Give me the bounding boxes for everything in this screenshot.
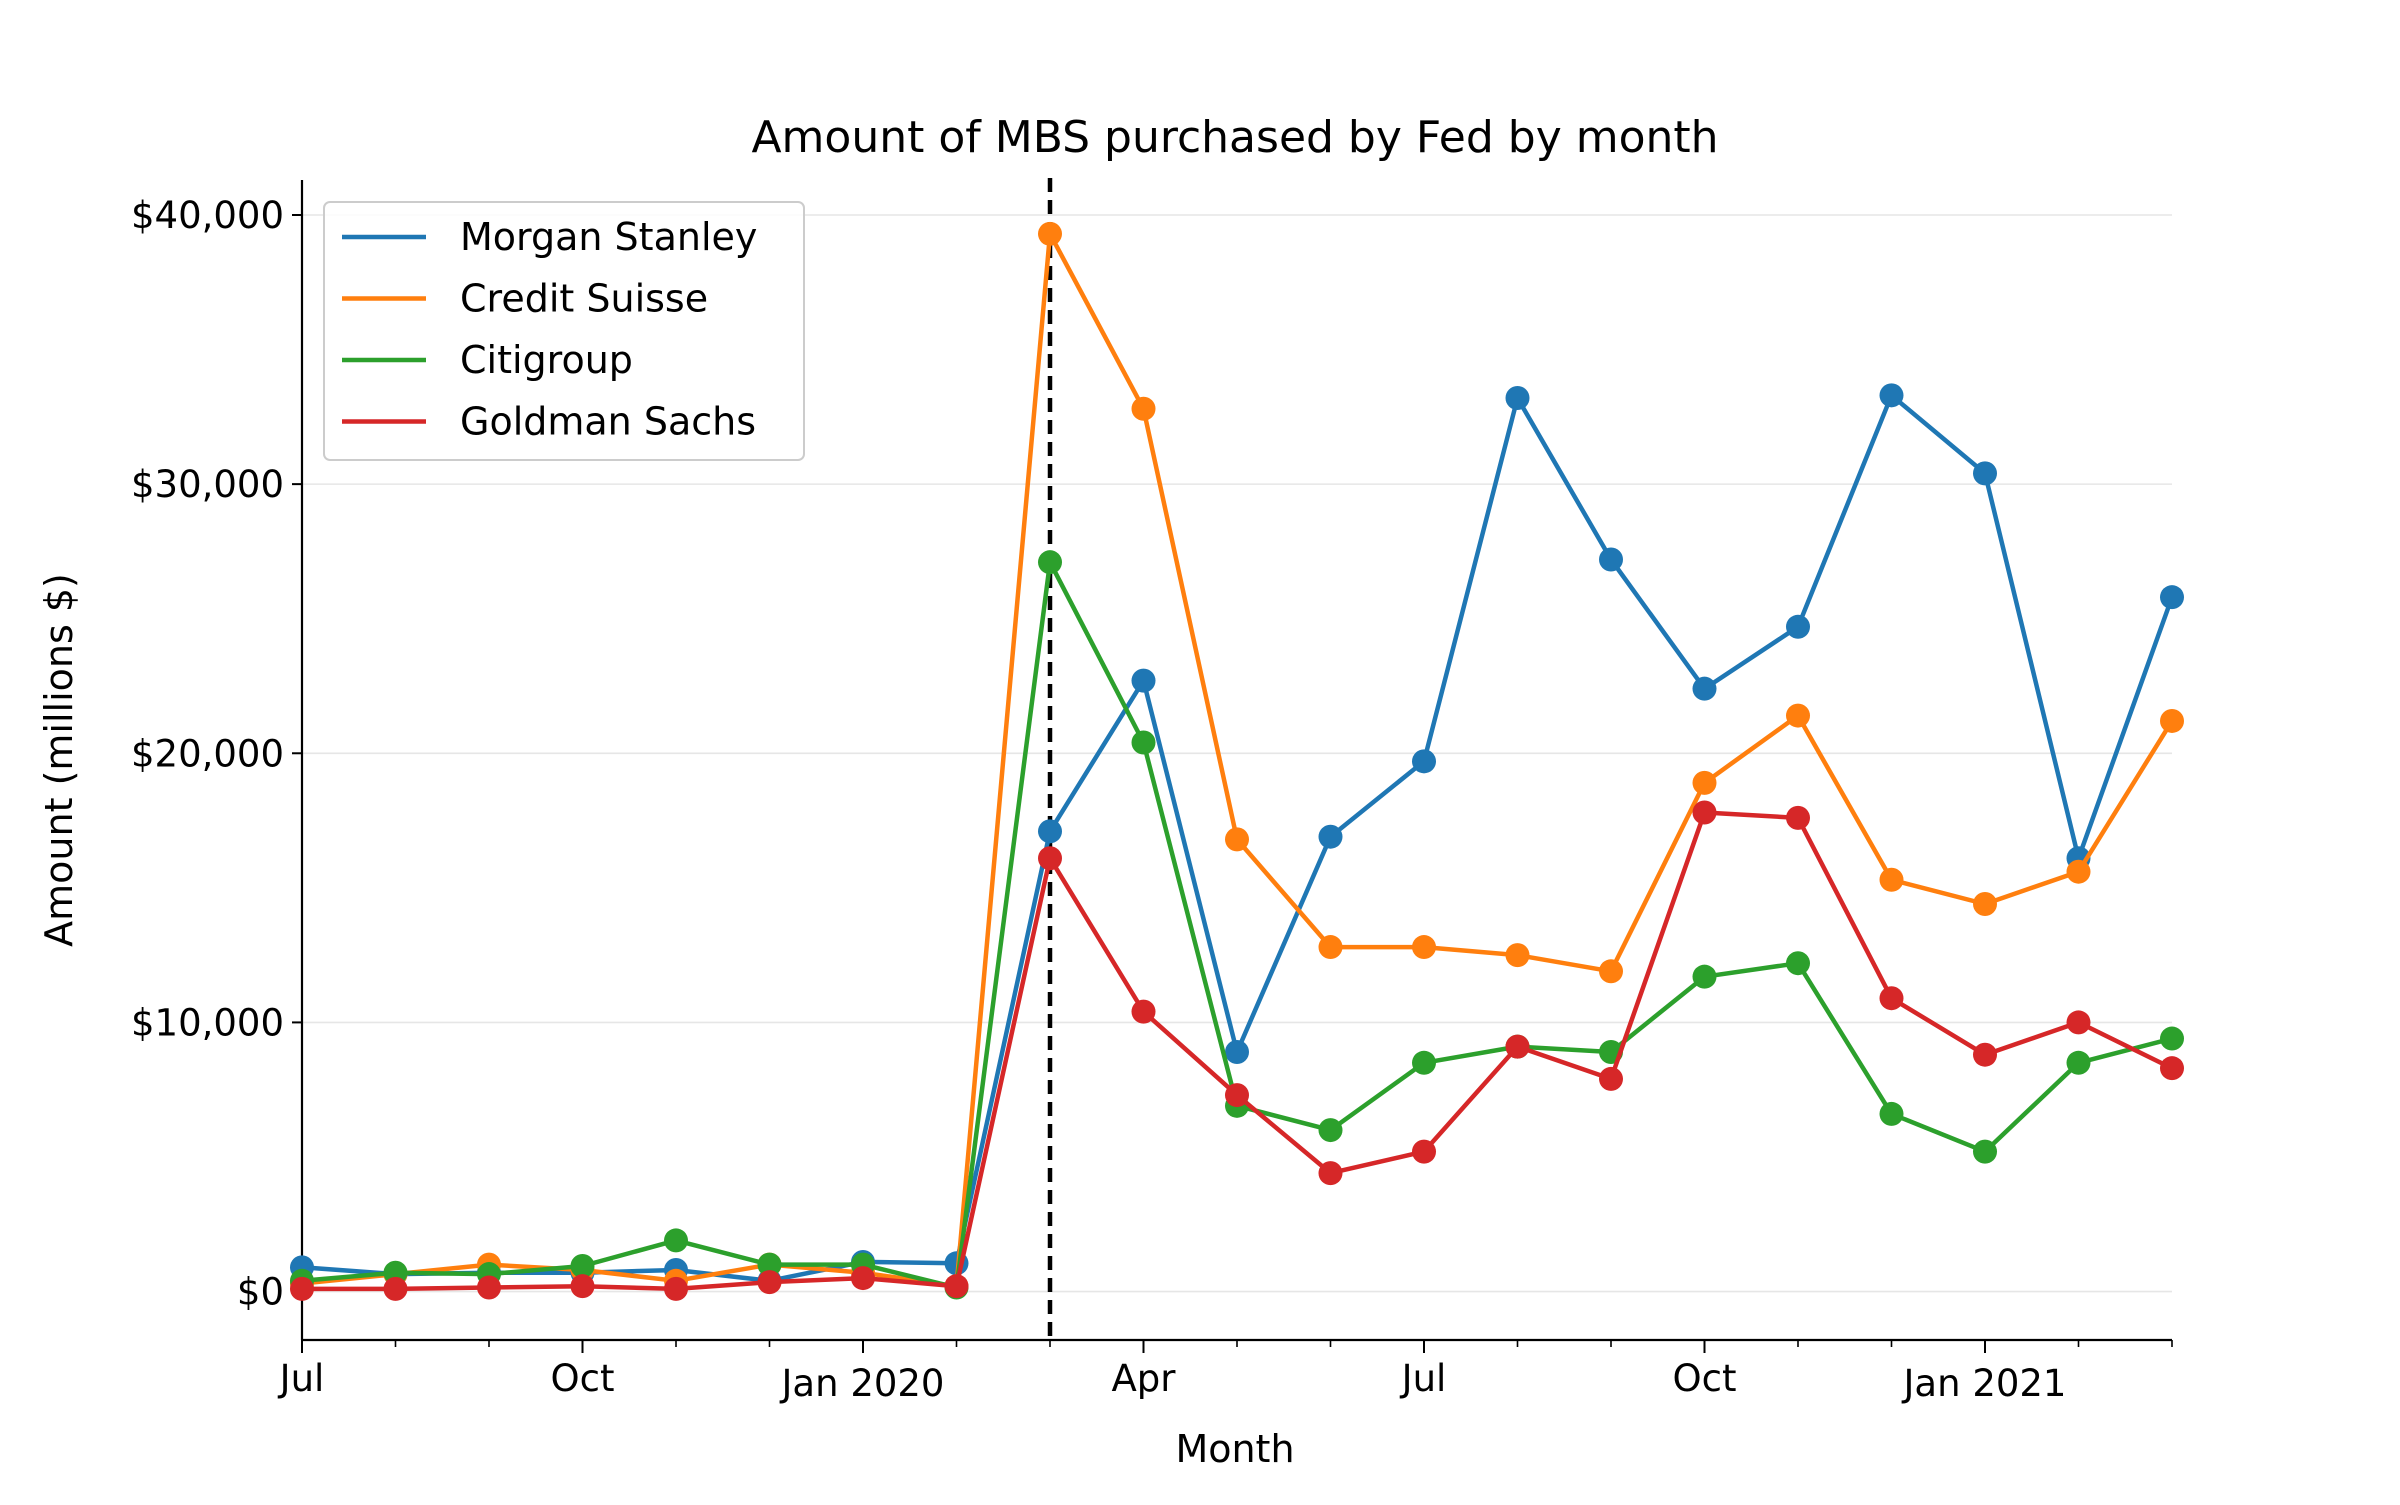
x-tick-label-0: Jul <box>278 1357 325 1400</box>
data-point-goldman-sachs <box>664 1276 688 1301</box>
data-point-credit-suisse <box>1412 935 1436 960</box>
data-point-credit-suisse <box>1786 703 1810 728</box>
data-point-citigroup <box>2066 1050 2091 1075</box>
y-tick-label-3: $30,000 <box>131 463 284 506</box>
data-point-citigroup <box>1879 1101 1904 1126</box>
legend-label-0: Morgan Stanley <box>460 215 757 259</box>
data-point-goldman-sachs <box>1131 999 1156 1024</box>
data-point-citigroup <box>1412 1050 1436 1075</box>
y-tick-label-2: $20,000 <box>131 732 284 775</box>
series-line-citigroup <box>299 559 2175 1290</box>
data-point-goldman-sachs <box>1786 805 1810 830</box>
data-point-citigroup <box>2160 1026 2184 1051</box>
data-point-goldman-sachs <box>2160 1056 2184 1081</box>
data-point-goldman-sachs <box>1879 986 1904 1011</box>
data-point-goldman-sachs <box>1038 846 1062 871</box>
x-tick-label-5: Oct <box>1673 1357 1737 1400</box>
data-point-morgan-stanley <box>1692 676 1717 701</box>
data-point-citigroup <box>1786 951 1810 976</box>
data-point-citigroup <box>1692 964 1717 989</box>
y-axis-label: Amount (millions $) <box>37 573 81 947</box>
x-tick-label-3: Apr <box>1111 1357 1176 1400</box>
data-point-morgan-stanley <box>1412 749 1436 774</box>
data-point-morgan-stanley <box>1038 819 1062 844</box>
data-point-goldman-sachs <box>757 1270 782 1295</box>
data-point-credit-suisse <box>1692 770 1717 795</box>
legend: Morgan Stanley Credit Suisse Citigroup Gold… <box>323 201 805 461</box>
data-point-goldman-sachs <box>851 1266 875 1291</box>
data-point-goldman-sachs <box>1225 1083 1249 1108</box>
data-point-goldman-sachs <box>1318 1161 1343 1186</box>
data-point-credit-suisse <box>1318 935 1343 960</box>
data-point-goldman-sachs <box>2066 1010 2091 1035</box>
data-point-morgan-stanley <box>1131 668 1156 693</box>
data-point-morgan-stanley <box>1786 614 1810 639</box>
data-point-credit-suisse <box>2160 708 2184 733</box>
data-point-morgan-stanley <box>1225 1040 1249 1065</box>
data-point-morgan-stanley <box>2160 585 2184 610</box>
data-point-credit-suisse <box>1131 396 1156 421</box>
data-point-goldman-sachs <box>1599 1066 1623 1091</box>
data-point-credit-suisse <box>2066 859 2091 884</box>
data-point-credit-suisse <box>1599 959 1623 984</box>
series-goldman-sachs <box>290 800 2184 1301</box>
data-point-citigroup <box>757 1252 782 1277</box>
data-point-goldman-sachs <box>1973 1042 1997 1067</box>
data-point-citigroup <box>1318 1118 1343 1143</box>
legend-label-1: Credit Suisse <box>460 277 708 321</box>
x-tick-label-1: Oct <box>551 1357 615 1400</box>
data-point-goldman-sachs <box>1505 1034 1530 1059</box>
legend-label-3: Goldman Sachs <box>460 400 756 444</box>
x-axis-label: Month <box>1175 1427 1294 1471</box>
data-point-goldman-sachs <box>1412 1139 1436 1164</box>
data-point-credit-suisse <box>1879 867 1904 892</box>
data-point-morgan-stanley <box>1879 383 1904 408</box>
legend-box <box>323 201 805 461</box>
data-point-citigroup <box>1038 550 1062 575</box>
y-tick-label-1: $10,000 <box>131 1001 284 1044</box>
data-point-morgan-stanley <box>1505 386 1530 411</box>
data-point-citigroup <box>570 1253 595 1278</box>
x-tick-label-6: Jan 2021 <box>1902 1362 2067 1405</box>
series-layer <box>290 221 2184 1301</box>
x-tick-label-2: Jan 2020 <box>780 1362 945 1405</box>
chart-title: Amount of MBS purchased by Fed by month <box>751 112 1718 163</box>
data-point-goldman-sachs <box>477 1275 501 1300</box>
data-point-goldman-sachs <box>1692 800 1717 825</box>
y-tick-label-4: $40,000 <box>131 194 284 237</box>
data-point-morgan-stanley <box>1973 461 1997 486</box>
y-tick-label-0: $0 <box>237 1271 284 1314</box>
data-point-morgan-stanley <box>1599 547 1623 572</box>
x-tick-label-4: Jul <box>1400 1357 1447 1400</box>
data-point-goldman-sachs <box>944 1274 969 1299</box>
data-point-citigroup <box>664 1228 688 1253</box>
data-point-credit-suisse <box>1505 943 1530 968</box>
legend-label-2: Citigroup <box>460 338 633 382</box>
data-point-goldman-sachs <box>383 1276 408 1301</box>
data-point-credit-suisse <box>1973 891 1997 916</box>
data-point-goldman-sachs <box>570 1274 595 1299</box>
axes: $0 $10,000 $20,000 $30,000 $40,000 Jul Oct Jan … <box>131 180 2173 1405</box>
data-point-citigroup <box>1973 1139 1997 1164</box>
data-point-citigroup <box>1131 730 1156 755</box>
data-point-morgan-stanley <box>1318 824 1343 849</box>
series-citigroup <box>290 550 2184 1300</box>
data-point-goldman-sachs <box>290 1276 314 1301</box>
data-point-credit-suisse <box>1225 827 1249 852</box>
data-point-credit-suisse <box>1038 221 1062 246</box>
